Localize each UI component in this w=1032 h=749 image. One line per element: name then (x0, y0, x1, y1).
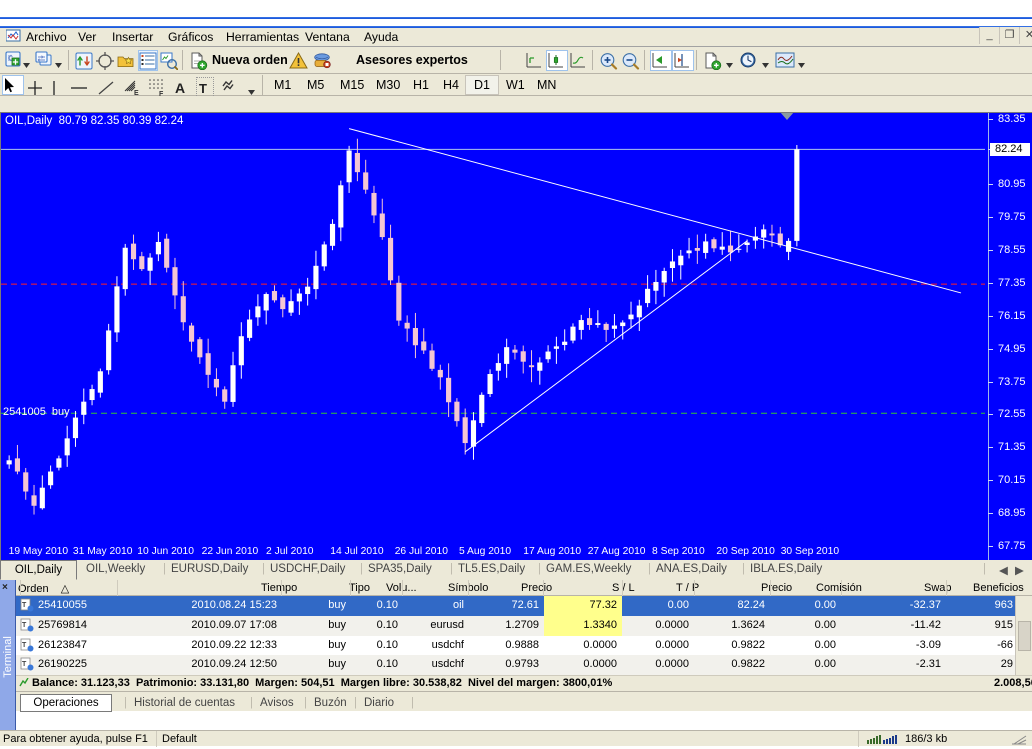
svg-text:T: T (22, 602, 27, 609)
svg-text:T: T (22, 642, 27, 649)
svg-text:T: T (22, 661, 27, 668)
svg-text:A: A (175, 80, 185, 96)
svg-text:T: T (199, 81, 207, 96)
svg-text:T: T (22, 622, 27, 629)
